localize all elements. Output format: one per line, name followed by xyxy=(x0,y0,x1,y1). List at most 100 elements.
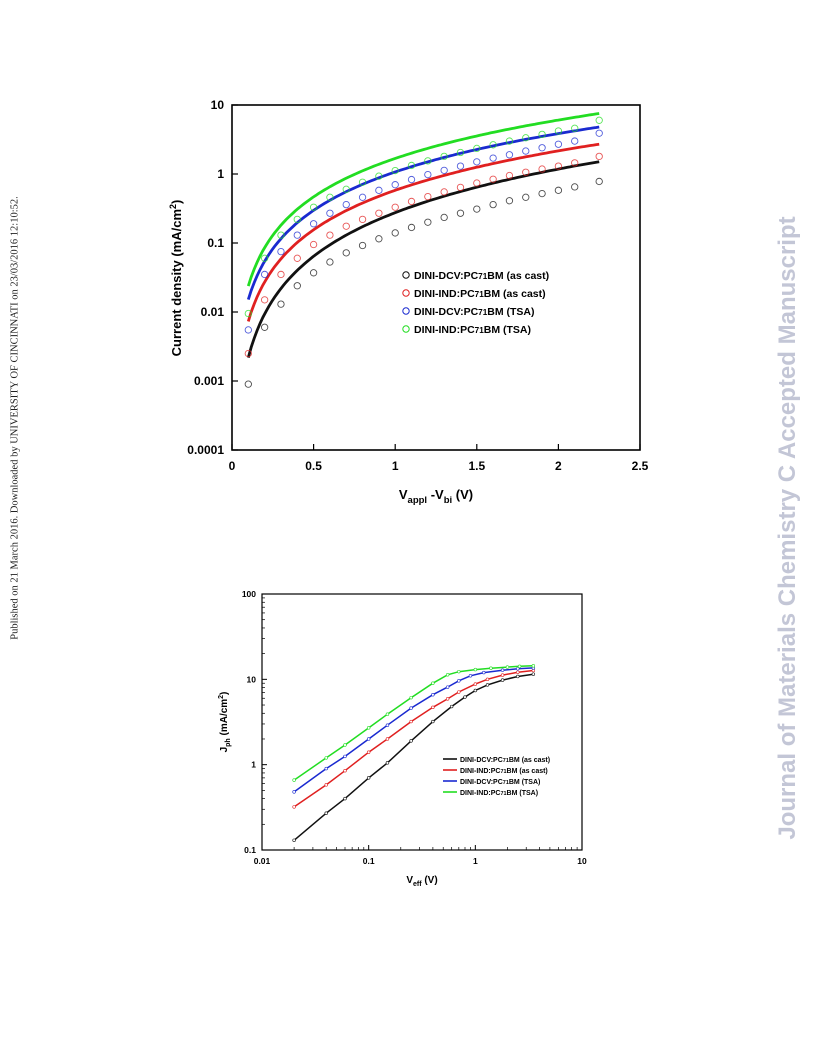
chart1-data-point xyxy=(424,218,432,226)
chart1-data-point xyxy=(522,168,530,176)
chart1-data-point xyxy=(260,323,269,331)
chart1-data-point xyxy=(522,193,530,201)
chart1-legend-label-2: DINI-DCV:PC71BM (TSA) xyxy=(414,306,535,318)
chart2-data-point xyxy=(500,678,505,682)
chart2-data-point xyxy=(431,705,435,710)
chart1-data-point xyxy=(293,254,301,262)
chart1-data-point xyxy=(309,220,318,228)
chart2-legend: DINI-DCV:PC71BM (as cast)DINI-IND:PC71BM… xyxy=(443,757,550,797)
chart1-data-point xyxy=(277,247,285,256)
chart2-data-point xyxy=(343,796,347,801)
chart2-data-point xyxy=(473,682,478,686)
chart1-data-point xyxy=(293,282,301,290)
chart1-data-point xyxy=(375,186,383,194)
chart1-legend-label-2-b: BM (TSA) xyxy=(487,306,534,318)
chart1-data-point xyxy=(424,170,432,179)
chart2-data-point xyxy=(324,756,328,760)
chart1-data-point xyxy=(407,223,416,232)
chart1-legend-label-3-a: DINI-IND:PC xyxy=(414,324,475,336)
chart1-fit-line-0 xyxy=(246,160,600,358)
chart1-data-point xyxy=(595,152,603,161)
chart2-legend-label-2-sub: 71 xyxy=(503,780,509,786)
chart1-data-point xyxy=(473,158,481,166)
chart1-legend-marker-1 xyxy=(402,289,410,297)
chart2-data-point xyxy=(517,664,522,669)
chart1-legend-label-1-a: DINI-IND:PC xyxy=(414,288,475,300)
chart1-data-point xyxy=(505,151,514,159)
chart2-data-point xyxy=(409,695,413,700)
chart1-legend-marker-0 xyxy=(402,271,410,279)
chart1-legend-label-3-sub: 71 xyxy=(475,326,485,335)
chart1-data-point xyxy=(358,193,367,201)
chart1-x-tick-label: 1.5 xyxy=(468,459,485,473)
chart1-xlabel-sub2: bi xyxy=(444,495,452,506)
chart1-data-point xyxy=(440,166,448,174)
chart2-data-point xyxy=(366,726,371,730)
chart2-data-point xyxy=(385,761,390,765)
chart2-data-point xyxy=(431,693,435,697)
chart2-y-tick-label: 0.1 xyxy=(244,845,256,855)
chart2-legend-label-2-b: BM (TSA) xyxy=(509,779,541,786)
chart1-data-point xyxy=(326,231,334,239)
chart1-data-point xyxy=(342,249,350,257)
chart1-data-point xyxy=(505,171,514,180)
chart1-data-point xyxy=(571,137,579,145)
chart2-series-line-0 xyxy=(293,673,534,841)
chart2-legend-label-2-a: DINI-DCV:PC xyxy=(460,779,503,786)
chart1-data-point xyxy=(538,130,546,139)
chart1-data-point xyxy=(505,197,514,205)
chart1-data-point xyxy=(244,309,252,318)
chart1-data-point xyxy=(260,296,269,304)
chart2-legend-label-3-sub: 71 xyxy=(500,791,506,797)
chart1-data-point xyxy=(342,222,350,230)
chart2-legend-label-2: DINI-DCV:PC71BM (TSA) xyxy=(460,779,540,786)
chart2-legend-label-1-b: BM (as cast) xyxy=(507,768,548,775)
chart1-data-point xyxy=(391,181,399,189)
chart1-y-tick-label: 0.001 xyxy=(194,374,224,388)
chart2-ylabel-sup: 2 xyxy=(218,695,225,699)
chart2-x-tick-label: 0.1 xyxy=(363,856,375,866)
chart2-y-tick-label: 100 xyxy=(242,589,256,599)
chart1-ylabel-text: Current density (mA/cm xyxy=(169,209,184,356)
chart1-legend-label-3: DINI-IND:PC71BM (TSA) xyxy=(414,324,531,336)
chart1-data-point xyxy=(489,200,497,209)
chart1-x-tick-label: 2 xyxy=(555,459,562,473)
chart1-fit-line-3 xyxy=(246,112,600,287)
chart1-data-point xyxy=(522,134,530,142)
chart1-y-tick-label: 0.01 xyxy=(201,305,225,319)
chart2-legend-label-0-sub: 71 xyxy=(503,758,509,764)
chart1-data-point xyxy=(538,189,546,198)
chart2-legend-label-3-b: BM (TSA) xyxy=(507,790,539,797)
chart1-legend-label-3-b: BM (TSA) xyxy=(484,324,531,336)
chart1-data-point xyxy=(571,183,579,191)
chart2-data-point xyxy=(385,723,390,727)
chart1-x-axis-title: Vappl -Vbi (V) xyxy=(399,487,473,506)
chart2-data-point xyxy=(292,805,296,809)
chart2-series-line-1 xyxy=(293,669,534,808)
chart2-legend-label-0-b: BM (as cast) xyxy=(509,757,550,764)
chart1-legend-label-1-sub: 71 xyxy=(475,290,485,299)
chart1-data-point xyxy=(293,231,301,239)
chart2-plot-frame xyxy=(261,593,583,851)
chart2-data-point xyxy=(473,667,478,672)
chart2-data-point xyxy=(431,719,435,724)
chart2-data-point xyxy=(445,673,450,677)
chart2-data-point xyxy=(516,670,520,674)
chart1-data-point xyxy=(244,326,252,334)
chart1-data-point xyxy=(309,203,318,211)
chart1-data-point xyxy=(375,209,383,217)
chart1-x-tick-label: 1 xyxy=(392,459,399,473)
chart1-data-point xyxy=(277,300,285,308)
chart1-data-point xyxy=(456,162,465,170)
chart2-y-tick-label: 10 xyxy=(247,674,257,684)
chart1-data-point xyxy=(489,175,497,183)
chart1-data-point xyxy=(293,215,301,224)
chart2-data-point xyxy=(324,811,328,815)
chart1-data-point xyxy=(375,172,383,180)
chart1-legend: DINI-DCV:PC71BM (as cast)DINI-IND:PC71BM… xyxy=(402,270,549,336)
chart1-y-tick-label: 0.1 xyxy=(207,236,224,250)
chart2-data-point xyxy=(468,674,473,678)
chart1-legend-label-0-a: DINI-DCV:PC xyxy=(414,270,479,282)
chart1-data-point xyxy=(456,209,465,217)
